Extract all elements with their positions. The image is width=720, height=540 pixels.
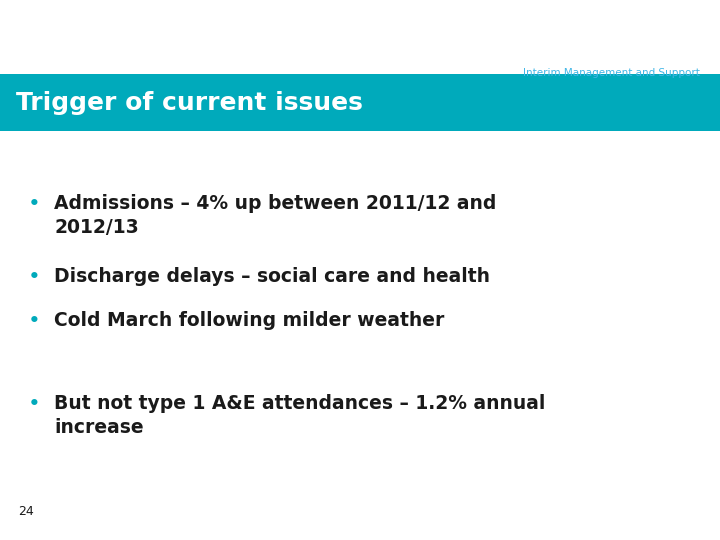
Text: Admissions – 4% up between 2011/12 and
2012/13: Admissions – 4% up between 2011/12 and 2… bbox=[54, 194, 496, 237]
Text: NHS: NHS bbox=[633, 28, 685, 48]
Text: 24: 24 bbox=[18, 505, 34, 518]
Text: Cold March following milder weather: Cold March following milder weather bbox=[54, 310, 444, 329]
Text: •: • bbox=[28, 267, 41, 287]
Text: Trigger of current issues: Trigger of current issues bbox=[16, 91, 363, 114]
Text: •: • bbox=[28, 394, 41, 414]
Text: •: • bbox=[28, 194, 41, 214]
Bar bbox=[0, 74, 720, 131]
Text: Discharge delays – social care and health: Discharge delays – social care and healt… bbox=[54, 267, 490, 286]
Text: But not type 1 A&E attendances – 1.2% annual
increase: But not type 1 A&E attendances – 1.2% an… bbox=[54, 394, 545, 437]
Text: •: • bbox=[28, 310, 41, 330]
Text: Interim Management and Support: Interim Management and Support bbox=[523, 68, 700, 78]
